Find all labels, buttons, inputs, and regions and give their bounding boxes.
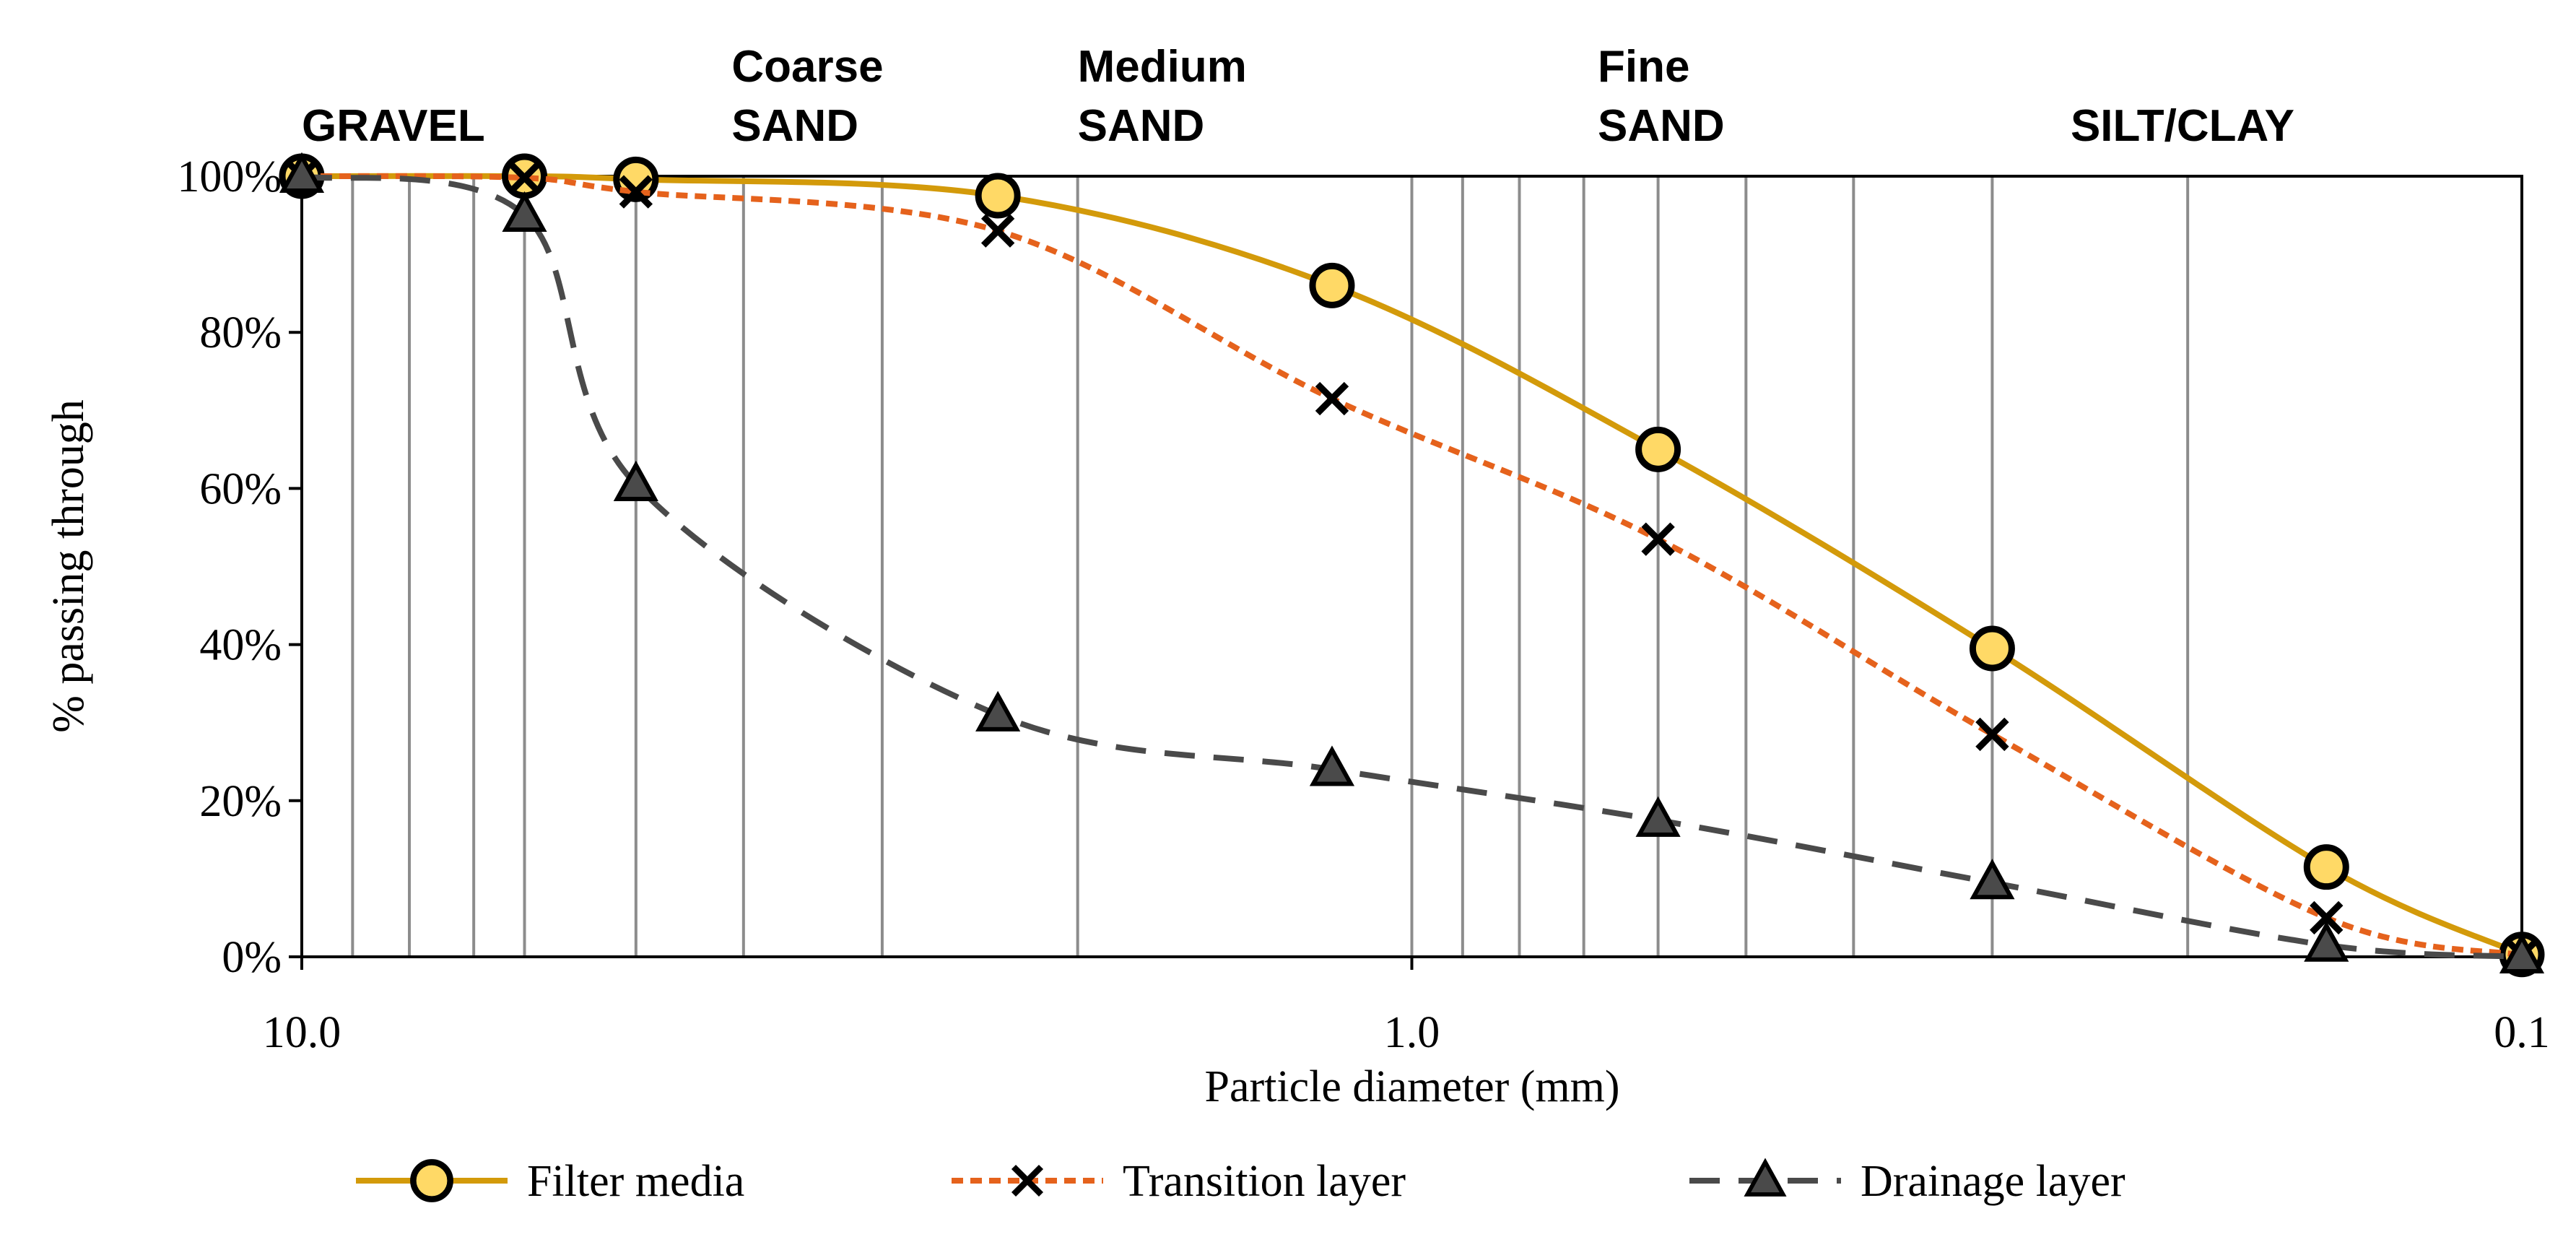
series-line — [301, 173, 2523, 958]
x-tick-label: 10.0 — [263, 1008, 341, 1057]
zone-label: Fine — [1598, 42, 1689, 92]
zone-label: SAND — [1598, 101, 1725, 151]
data-point — [2304, 921, 2349, 962]
legend: Filter media Transition layer Drainage lay… — [356, 1157, 2125, 1206]
y-tick-label: 20% — [199, 777, 282, 826]
data-point — [1635, 426, 1681, 472]
zone-label: SILT/CLAY — [2071, 101, 2294, 151]
zone-label: SAND — [731, 101, 858, 151]
zone-label: Medium — [1078, 42, 1247, 92]
y-axis-ticks: 0% 20% 40% 60% 80% 100% — [177, 152, 302, 982]
legend-swatch-marker — [410, 1159, 453, 1202]
data-point — [1315, 381, 1349, 416]
data-point — [980, 214, 1015, 248]
data-point — [975, 173, 1021, 219]
data-point — [2499, 932, 2545, 973]
data-point — [619, 175, 653, 209]
y-tick-label: 60% — [199, 464, 282, 513]
legend-item: Transition layer — [952, 1157, 1406, 1206]
data-point — [1970, 859, 2015, 900]
legend-label: Transition layer — [1123, 1157, 1406, 1206]
series-drainage-layer — [279, 152, 2545, 973]
data-point — [1641, 522, 1675, 556]
x-tick-label: 1.0 — [1384, 1008, 1440, 1057]
data-point — [1309, 745, 1355, 786]
x-tick-label: 0.1 — [2494, 1008, 2550, 1057]
data-point — [613, 460, 658, 501]
y-tick-label: 40% — [199, 621, 282, 670]
legend-label: Filter media — [527, 1157, 744, 1206]
data-point — [975, 690, 1021, 732]
zone-label: Coarse — [731, 42, 883, 92]
soil-zone-labels: GRAVEL Coarse SAND Medium SAND Fine SAND SILT/C… — [302, 42, 2294, 151]
data-point — [2303, 844, 2349, 890]
data-point — [1309, 262, 1355, 308]
gridlines — [351, 176, 2190, 957]
legend-label: Drainage layer — [1861, 1157, 2125, 1206]
x-axis-title: Particle diameter (mm) — [1205, 1062, 1620, 1111]
x-axis-ticks: 10.0 1.0 0.1 — [263, 957, 2550, 1057]
zone-label: GRAVEL — [302, 101, 485, 151]
y-tick-label: 100% — [177, 152, 282, 201]
legend-item: Filter media — [356, 1157, 744, 1206]
data-point — [1635, 796, 1681, 837]
series-line — [301, 173, 2523, 958]
data-point — [1969, 625, 2015, 672]
legend-swatch-marker — [1744, 1158, 1787, 1197]
data-point — [279, 152, 325, 193]
data-series — [279, 152, 2545, 978]
y-tick-label: 0% — [222, 933, 282, 982]
y-tick-label: 80% — [199, 308, 282, 357]
data-point — [2310, 900, 2344, 935]
data-point — [1975, 717, 2009, 752]
legend-swatch-marker — [1011, 1164, 1044, 1197]
y-axis-title: % passing through — [44, 399, 93, 733]
data-point — [508, 160, 541, 195]
zone-label: SAND — [1078, 101, 1205, 151]
legend-item: Drainage layer — [1689, 1157, 2125, 1206]
data-point — [502, 191, 547, 233]
